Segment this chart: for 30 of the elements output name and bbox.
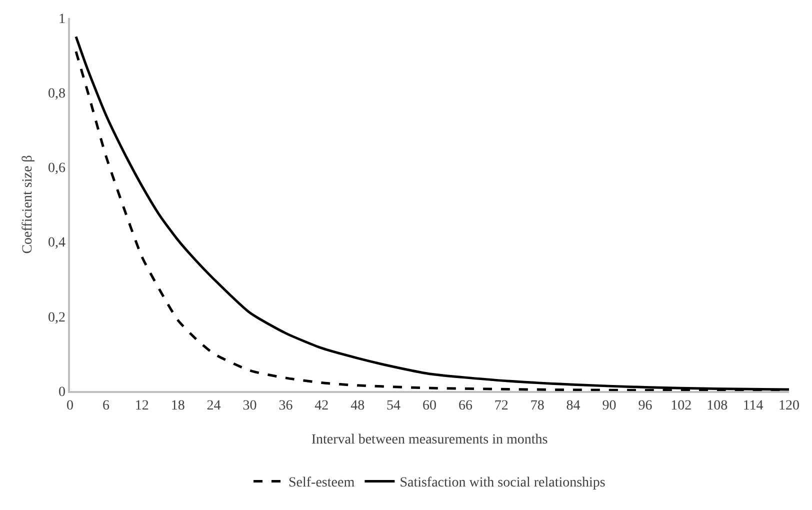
x-axis-title: Interval between measurements in months bbox=[311, 432, 548, 448]
x-tick-label: 36 bbox=[278, 398, 293, 414]
y-tick-label: 1 bbox=[58, 12, 66, 27]
y-tick-label: 0,2 bbox=[48, 310, 66, 326]
y-axis-title: Coefficient size β bbox=[20, 155, 36, 254]
x-tick-label: 54 bbox=[386, 398, 401, 414]
x-tick-label: 12 bbox=[134, 398, 149, 414]
x-tick-label: 18 bbox=[170, 398, 185, 414]
legend-label: Satisfaction with social relationships bbox=[400, 476, 606, 491]
x-tick-label: 102 bbox=[670, 398, 692, 414]
x-tick-label: 66 bbox=[458, 398, 472, 414]
x-tick-label: 108 bbox=[706, 398, 728, 414]
legend-label: Self-esteem bbox=[288, 476, 355, 491]
x-tick-label: 42 bbox=[314, 398, 329, 414]
x-tick-label: 114 bbox=[742, 398, 764, 414]
y-tick-label: 0 bbox=[58, 384, 66, 400]
y-tick-label: 0,8 bbox=[48, 86, 66, 102]
x-tick-label: 72 bbox=[494, 398, 508, 414]
x-tick-label: 48 bbox=[350, 398, 365, 414]
x-tick-label: 24 bbox=[206, 398, 221, 414]
x-tick-label: 84 bbox=[566, 398, 580, 414]
x-tick-label: 30 bbox=[242, 398, 257, 414]
x-tick-label: 78 bbox=[530, 398, 544, 414]
x-tick-label: 60 bbox=[422, 398, 436, 414]
x-tick-label: 96 bbox=[638, 398, 652, 414]
x-tick-label: 90 bbox=[602, 398, 616, 414]
x-tick-label: 6 bbox=[102, 398, 110, 414]
y-tick-label: 0,6 bbox=[48, 161, 66, 176]
x-tick-label: 120 bbox=[778, 398, 800, 414]
y-tick-label: 0,4 bbox=[48, 236, 66, 251]
